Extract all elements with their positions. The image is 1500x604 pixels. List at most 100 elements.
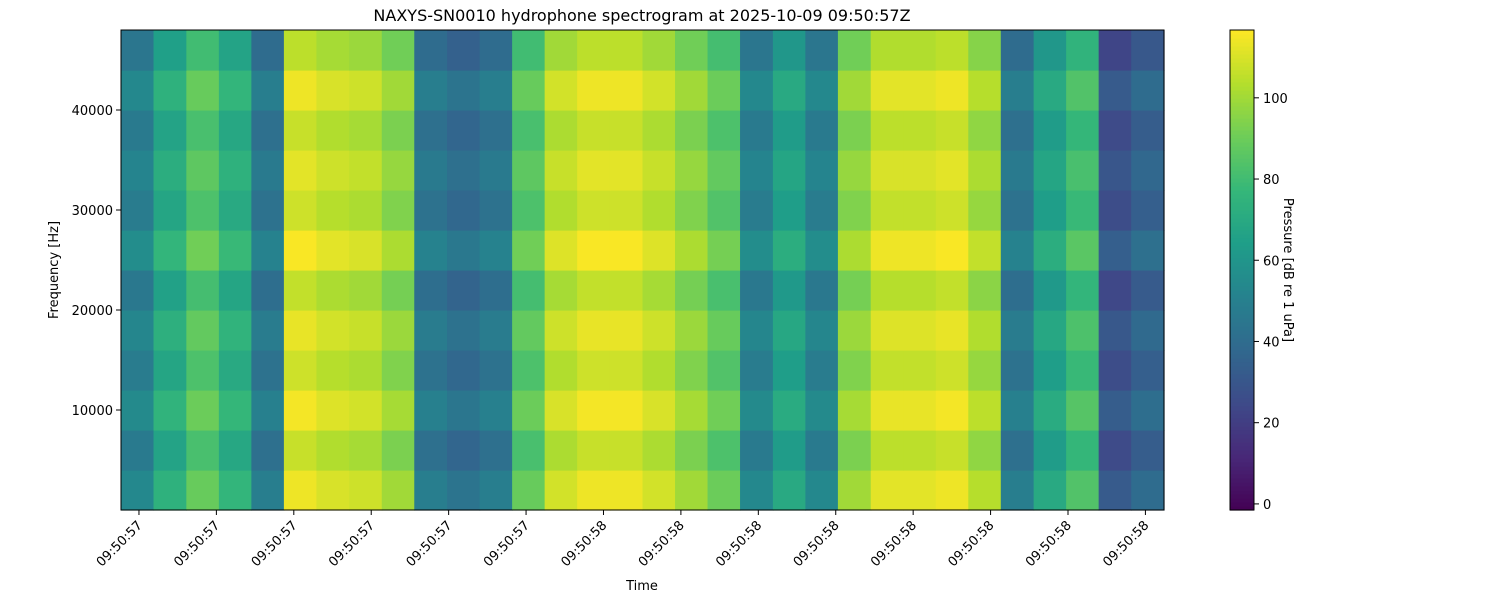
colorbar-swatch (1230, 354, 1254, 359)
cell (414, 190, 448, 231)
cell (675, 390, 709, 431)
cell (1131, 190, 1165, 231)
cell (903, 70, 937, 111)
colorbar-swatch (1230, 410, 1254, 415)
cell (153, 70, 187, 111)
colorbar-swatch (1230, 130, 1254, 135)
cell (968, 310, 1002, 351)
cell (349, 390, 383, 431)
cell (1131, 470, 1165, 511)
cell (577, 270, 611, 311)
cell (740, 70, 774, 111)
cell (414, 310, 448, 351)
colorbar-swatch (1230, 374, 1254, 379)
cell (316, 470, 350, 511)
cell (772, 430, 806, 471)
cell (642, 230, 676, 271)
colorbar-swatch (1230, 330, 1254, 335)
colorbar-swatch (1230, 66, 1254, 71)
cell (805, 110, 839, 151)
cell (740, 470, 774, 511)
cell (707, 190, 741, 231)
colorbar-swatch (1230, 254, 1254, 259)
cell (414, 270, 448, 311)
cell (740, 390, 774, 431)
x-tick-label: 09:50:57 (404, 518, 456, 570)
y-tick-label: 40000 (72, 104, 113, 119)
cell (740, 30, 774, 71)
cell (577, 110, 611, 151)
cell (609, 430, 644, 471)
colorbar-swatch (1230, 358, 1254, 363)
cell (935, 390, 969, 431)
cell (1098, 470, 1132, 511)
cell (153, 310, 187, 351)
colorbar-swatch (1230, 102, 1254, 107)
colorbar-swatch (1230, 86, 1254, 91)
cell (218, 30, 252, 71)
cell (577, 430, 611, 471)
cell (447, 70, 481, 111)
colorbar-swatch (1230, 322, 1254, 327)
cell (935, 350, 969, 391)
y-axis-label: Frequency [Hz] (47, 221, 62, 319)
cell (903, 390, 937, 431)
y-tick-label: 30000 (72, 204, 113, 219)
cell (1131, 70, 1165, 111)
colorbar-swatch (1230, 370, 1254, 375)
cell (707, 470, 741, 511)
cell (968, 390, 1002, 431)
colorbar-swatch (1230, 110, 1254, 115)
cell (316, 70, 350, 111)
cell (903, 470, 937, 511)
cell (544, 70, 578, 111)
cell (479, 470, 513, 511)
cell (772, 470, 806, 511)
cell (837, 30, 872, 71)
cell (283, 70, 318, 111)
cell (186, 190, 220, 231)
cell (642, 190, 676, 231)
colorbar-swatch (1230, 466, 1254, 471)
cell (903, 30, 937, 71)
colorbar-swatch (1230, 306, 1254, 311)
colorbar-swatch (1230, 286, 1254, 291)
cell (349, 310, 383, 351)
x-tick-label: 09:50:58 (713, 518, 765, 570)
cell (186, 150, 220, 191)
cell (1098, 110, 1132, 151)
cell (772, 390, 806, 431)
colorbar-swatch (1230, 118, 1254, 123)
cell (121, 270, 155, 311)
cell (479, 190, 513, 231)
cell (609, 150, 644, 191)
cell (675, 430, 709, 471)
cell (479, 350, 513, 391)
colorbar-swatch (1230, 434, 1254, 439)
cell (675, 150, 709, 191)
cell (968, 470, 1002, 511)
cell (447, 390, 481, 431)
cell (642, 270, 676, 311)
cell (707, 110, 741, 151)
cell (1066, 390, 1100, 431)
cell (805, 310, 839, 351)
cell (283, 150, 318, 191)
cell (609, 190, 644, 231)
cell (544, 30, 578, 71)
cell (772, 30, 806, 71)
cell (251, 150, 285, 191)
cell (642, 30, 676, 71)
cell (805, 390, 839, 431)
cell (251, 470, 285, 511)
cell (447, 110, 481, 151)
cell (1033, 30, 1067, 71)
cell (1033, 470, 1067, 511)
cell (479, 390, 513, 431)
colorbar-swatch (1230, 454, 1254, 459)
colorbar-swatch (1230, 114, 1254, 119)
colorbar-swatch (1230, 30, 1254, 35)
cell (642, 430, 676, 471)
cell (251, 430, 285, 471)
cell (153, 350, 187, 391)
